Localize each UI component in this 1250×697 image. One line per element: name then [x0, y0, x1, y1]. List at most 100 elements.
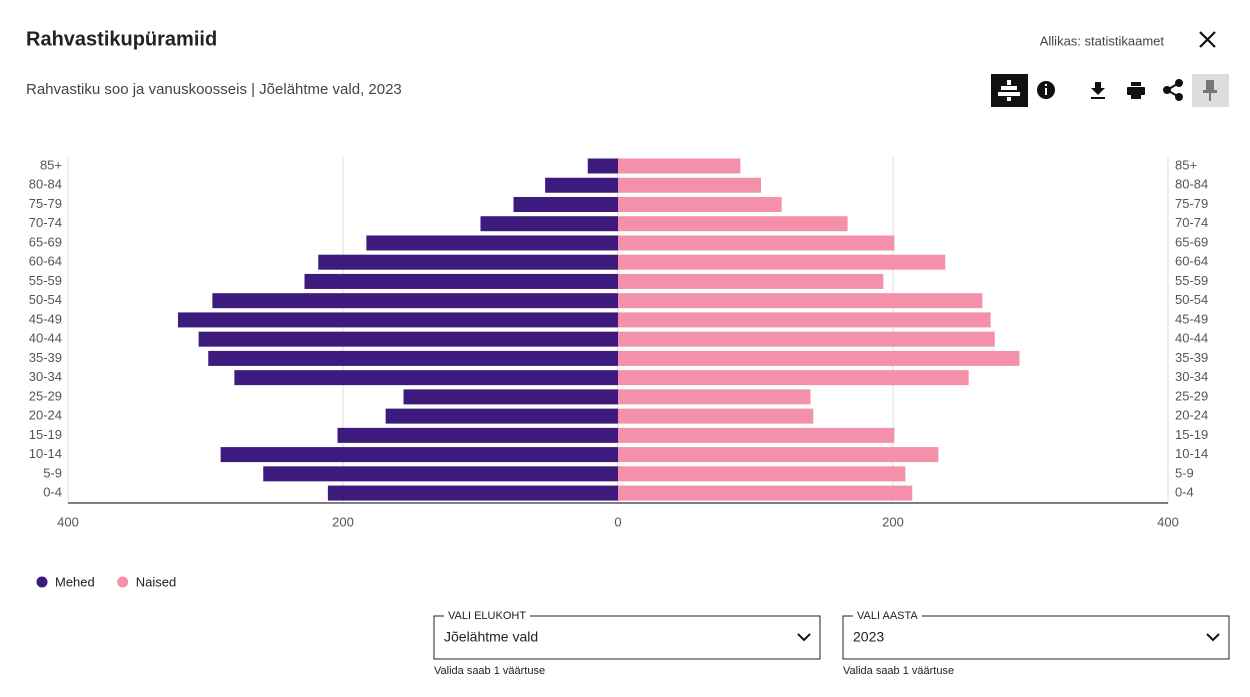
y-tick-label: 85+ — [1175, 157, 1197, 172]
y-tick-label: 20-24 — [1175, 408, 1208, 423]
y-tick-label: 10-14 — [29, 446, 62, 461]
download-button[interactable] — [1091, 82, 1105, 99]
bar — [618, 273, 884, 289]
y-tick-label: 40-44 — [1175, 331, 1208, 346]
y-tick-label: 25-29 — [29, 388, 62, 403]
bar — [304, 273, 618, 289]
source: Allikas: statistikaamet — [1040, 33, 1165, 48]
y-tick-label: 55-59 — [29, 273, 62, 288]
dropdown-value: 2023 — [853, 629, 884, 645]
filters: VALI ELUKOHT Jõelähtme vald Valida saab 1 … — [433, 610, 1230, 677]
title: Rahvastikupüramiid — [26, 28, 217, 50]
y-tick-label: 50-54 — [29, 292, 62, 307]
y-tick-label: 60-64 — [29, 254, 62, 269]
bar — [403, 389, 618, 405]
x-tick-label: 400 — [57, 514, 79, 529]
y-tick-label: 70-74 — [1175, 215, 1208, 230]
legend-marker — [36, 576, 48, 588]
bar — [178, 312, 618, 328]
label-gap — [853, 612, 922, 620]
legend-marker — [117, 576, 129, 588]
y-tick-label: 60-64 — [1175, 254, 1208, 269]
bar — [337, 427, 618, 443]
bar — [618, 235, 895, 251]
dropdown[interactable] — [433, 615, 821, 660]
pin-button[interactable] — [1192, 74, 1229, 107]
y-tick-label: 85+ — [40, 157, 62, 172]
y-tick-label: 65-69 — [1175, 234, 1208, 249]
bar — [618, 254, 946, 270]
bar — [618, 485, 913, 501]
bar — [618, 350, 1020, 366]
pyramid-view-button[interactable] — [991, 74, 1028, 107]
legend-label: Naised — [136, 574, 176, 589]
x-tick-label: 400 — [1157, 514, 1179, 529]
dropdown-label: VALI ELUKOHT — [448, 610, 526, 622]
bar — [618, 389, 811, 405]
bar — [480, 216, 618, 232]
y-tick-label: 75-79 — [1175, 196, 1208, 211]
bar — [208, 350, 618, 366]
dropdown-label: VALI AASTA — [857, 610, 918, 622]
y-tick-label: 5-9 — [43, 465, 62, 480]
dropdown-value: Jõelähtme vald — [444, 629, 538, 645]
y-tick-label: 35-39 — [1175, 350, 1208, 365]
y-tick-label: 65-69 — [29, 234, 62, 249]
info-button[interactable] — [1037, 81, 1055, 99]
y-tick-label: 10-14 — [1175, 446, 1208, 461]
bar — [263, 466, 618, 482]
bar — [618, 408, 814, 424]
y-tick-label: 40-44 — [29, 331, 62, 346]
close-button[interactable] — [1199, 31, 1216, 48]
y-tick-label: 35-39 — [29, 350, 62, 365]
bar — [618, 196, 782, 212]
bar — [513, 196, 618, 212]
y-tick-label: 15-19 — [1175, 427, 1208, 442]
x-tick-label: 200 — [332, 514, 354, 529]
dropdown-hint: Valida saab 1 väärtuse — [434, 665, 545, 677]
bar — [618, 370, 969, 386]
bar — [618, 293, 983, 309]
label-gap — [444, 612, 531, 620]
bar — [618, 447, 939, 463]
bar — [198, 331, 618, 347]
bar — [212, 293, 618, 309]
dropdown-hint: Valida saab 1 väärtuse — [843, 665, 954, 677]
bar — [545, 177, 618, 193]
y-tick-label: 45-49 — [29, 311, 62, 326]
bar — [618, 158, 741, 174]
bar — [385, 408, 618, 424]
y-tick-label: 75-79 — [29, 196, 62, 211]
bar — [318, 254, 618, 270]
bar — [366, 235, 618, 251]
dropdown-arrow — [1206, 633, 1220, 642]
y-tick-label: 70-74 — [29, 215, 62, 230]
y-tick-label: 0-4 — [43, 485, 62, 500]
x-tick-label: 200 — [882, 514, 904, 529]
y-tick-label: 30-34 — [1175, 369, 1208, 384]
subtitle: Rahvastiku soo ja vanuskoosseis | Jõeläh… — [26, 81, 402, 98]
y-tick-label: 30-34 — [29, 369, 62, 384]
x-tick-label: 0 — [614, 514, 621, 529]
bar — [587, 158, 618, 174]
bar — [618, 331, 995, 347]
dropdown-arrow — [797, 633, 811, 642]
bar — [618, 427, 895, 443]
bar — [220, 447, 618, 463]
y-tick-label: 20-24 — [29, 408, 62, 423]
y-tick-label: 15-19 — [29, 427, 62, 442]
dropdown[interactable] — [842, 615, 1230, 660]
y-tick-label: 5-9 — [1175, 465, 1194, 480]
y-tick-label: 0-4 — [1175, 485, 1194, 500]
y-tick-label: 55-59 — [1175, 273, 1208, 288]
print-button[interactable] — [1127, 82, 1145, 99]
bar — [327, 485, 618, 501]
bar — [618, 216, 848, 232]
y-tick-label: 50-54 — [1175, 292, 1208, 307]
bar — [618, 177, 761, 193]
share-button[interactable] — [1163, 79, 1183, 101]
bar — [618, 312, 991, 328]
y-tick-label: 80-84 — [29, 177, 62, 192]
y-tick-label: 25-29 — [1175, 388, 1208, 403]
